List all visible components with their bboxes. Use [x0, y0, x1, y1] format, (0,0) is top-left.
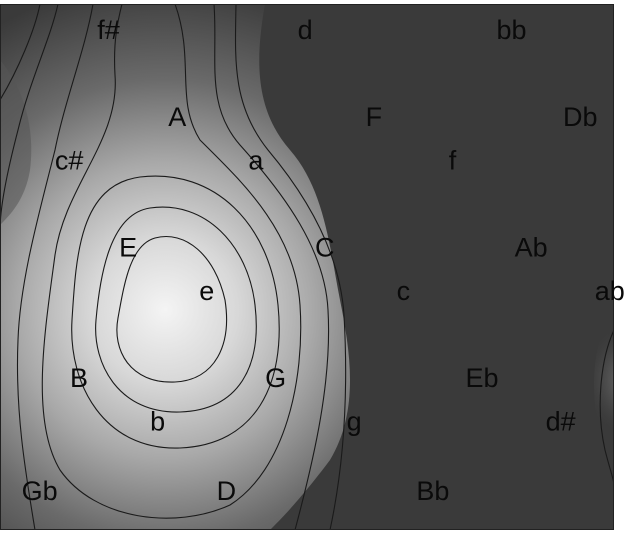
key-label-d: D	[217, 476, 237, 506]
key-label-d-sharp: d#	[546, 407, 576, 437]
key-label-gb: Gb	[22, 476, 58, 506]
key-label-a: A	[168, 102, 186, 132]
key-label-f: f	[449, 146, 457, 176]
key-label-f: F	[366, 102, 383, 132]
contour-line	[116, 236, 228, 383]
key-label-a: a	[248, 146, 264, 176]
key-label-bb: Bb	[416, 476, 449, 506]
contour-line	[16, 4, 94, 530]
contour-line	[71, 175, 280, 449]
key-label-d: d	[298, 15, 313, 45]
heatmap-field	[0, 4, 614, 530]
key-label-f-sharp: f#	[97, 15, 120, 45]
contour-line	[95, 206, 257, 413]
key-label-e: E	[119, 233, 137, 263]
contour-line	[0, 4, 59, 231]
key-label-eb: Eb	[465, 363, 498, 393]
key-label-ab: Ab	[515, 233, 548, 263]
key-label-c: C	[315, 233, 335, 263]
contour-line	[234, 4, 347, 530]
key-label-db: Db	[563, 102, 598, 132]
heatmap-right-patch	[594, 313, 614, 457]
key-label-e: e	[199, 276, 214, 306]
key-label-ab: ab	[595, 276, 625, 306]
contour-line	[0, 4, 41, 101]
contour-line	[213, 4, 330, 530]
contour-line	[599, 329, 614, 486]
key-label-b: B	[70, 363, 88, 393]
key-label-g: g	[347, 407, 362, 437]
key-label-g: G	[265, 363, 286, 393]
key-labels: f# d bb A F Db c# a f E C Ab e c ab B G Eb b g d# Gb D Bb	[22, 15, 625, 506]
key-label-bb: bb	[496, 15, 526, 45]
contour-line	[41, 4, 302, 519]
key-label-c: c	[397, 276, 411, 306]
heatmap-left-dark-band	[0, 60, 32, 225]
key-label-c-sharp: c#	[55, 146, 84, 176]
plot-border	[0, 4, 614, 530]
heatmap-bright-region	[0, 4, 350, 530]
contour-lines	[0, 4, 614, 530]
key-label-b: b	[150, 407, 165, 437]
